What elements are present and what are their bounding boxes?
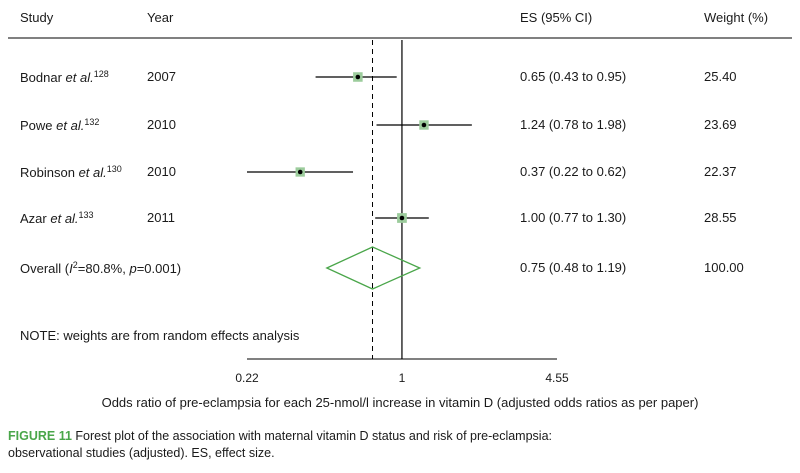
header-weight: Weight (%) <box>704 10 769 25</box>
tick-label: 1 <box>398 371 406 385</box>
study-name: Powe et al.132 <box>20 117 100 133</box>
study-year: 2011 <box>147 210 175 225</box>
overall-weight: 100.00 <box>704 260 744 275</box>
x-axis-label: Odds ratio of pre-eclampsia for each 25-… <box>101 395 699 410</box>
caption-label: FIGURE 11 <box>8 429 72 443</box>
study-name: Bodnar et al.128 <box>20 69 109 85</box>
header-year: Year <box>147 10 174 25</box>
tick-label: 4.55 <box>545 371 569 385</box>
overall-label: Overall (I2=80.8%, p=0.001) <box>20 260 182 276</box>
figure-caption: FIGURE 11 Forest plot of the association… <box>8 428 793 462</box>
point-estimate <box>399 215 405 221</box>
study-weight: 28.55 <box>704 210 737 225</box>
point-estimate <box>421 122 427 128</box>
study-year: 2007 <box>147 69 176 84</box>
study-es: 1.24 (0.78 to 1.98) <box>520 117 627 132</box>
study-year: 2010 <box>147 117 176 132</box>
study-name: Azar et al.133 <box>20 210 94 226</box>
caption-line: observational studies (adjusted). ES, ef… <box>8 446 275 460</box>
point-estimate <box>297 169 303 175</box>
study-name: Robinson et al.130 <box>20 164 122 180</box>
study-year: 2010 <box>147 164 176 179</box>
study-es: 1.00 (0.77 to 1.30) <box>520 210 627 225</box>
overall-es: 0.75 (0.48 to 1.19) <box>520 260 627 275</box>
header-study: Study <box>20 10 54 25</box>
overall-diamond <box>325 246 422 290</box>
header-es: ES (95% CI) <box>520 10 593 25</box>
note-text: NOTE: weights are from random effects an… <box>20 328 300 343</box>
study-weight: 23.69 <box>704 117 737 132</box>
study-weight: 25.40 <box>704 69 737 84</box>
study-weight: 22.37 <box>704 164 737 179</box>
tick-label: 0.22 <box>235 371 259 385</box>
point-estimate <box>355 74 361 80</box>
study-es: 0.65 (0.43 to 0.95) <box>520 69 627 84</box>
caption-line: FIGURE 11 Forest plot of the association… <box>8 429 552 443</box>
study-es: 0.37 (0.22 to 0.62) <box>520 164 627 179</box>
